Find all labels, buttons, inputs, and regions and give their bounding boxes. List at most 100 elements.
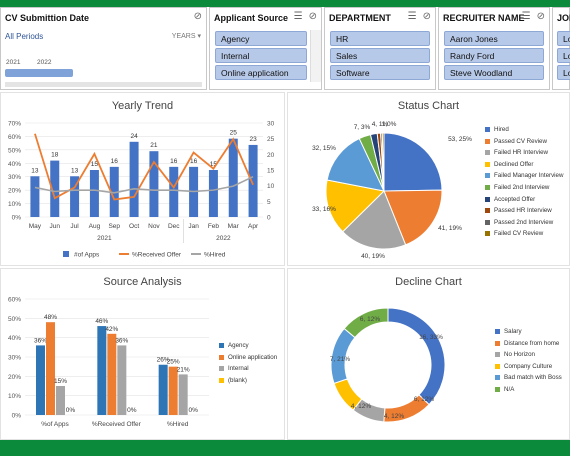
- legend-item: Failed 2nd Interview: [485, 184, 563, 191]
- offer-line: [34, 133, 254, 201]
- legend-item: Distance from home: [495, 340, 562, 347]
- slicer-item-steve[interactable]: Steve Woodland: [444, 65, 544, 80]
- legend-swatch: [495, 340, 500, 346]
- x-tick-label: %of Apps: [41, 421, 69, 428]
- source-bar: [97, 326, 107, 415]
- bar-data-label: 15%: [54, 378, 67, 385]
- source-bar: [46, 322, 55, 415]
- pie-slice: [381, 132, 385, 192]
- source-analysis-title: Source Analysis: [103, 276, 182, 288]
- source-bar: [158, 364, 168, 415]
- legend-item: Passed 2nd Interview: [485, 219, 563, 226]
- legend-label: Distance from home: [504, 339, 560, 347]
- timeline-range-bar[interactable]: [5, 69, 73, 77]
- y2-tick-label: 15: [267, 168, 275, 175]
- bar-data-label: 13: [71, 167, 79, 174]
- y-tick-label: 60%: [8, 297, 21, 304]
- year-label-2021: 2021: [6, 59, 21, 66]
- legend-swatch: [219, 366, 224, 372]
- y2-tick-label: 20: [267, 152, 275, 159]
- legend-item: Company Culture: [495, 363, 562, 370]
- source-analysis-panel: Source Analysis 60% 50% 40% 30% 20% 10% 0% 36% 4…: [0, 268, 285, 440]
- slicer-item-job-1[interactable]: Lo: [557, 31, 570, 46]
- pie-slice: [383, 132, 443, 192]
- yearly-trend-title: Yearly Trend: [111, 100, 174, 112]
- status-legend: Hired Passed CV Review Failed HR Interview…: [485, 126, 563, 242]
- timeline-scrollbar[interactable]: [5, 82, 202, 87]
- legend-swatch: [485, 173, 490, 179]
- legend-swatch: [495, 386, 500, 392]
- clear-filter-icon[interactable]: ⊘: [193, 11, 202, 22]
- pie-data-label: 53, 25%: [448, 136, 472, 143]
- legend-label: (blank): [228, 376, 247, 384]
- clear-filter-icon[interactable]: ⊘: [536, 11, 545, 22]
- slicer-item-internal[interactable]: Internal: [215, 48, 307, 63]
- source-bar: [107, 333, 117, 415]
- legend-item: Passed CV Review: [485, 138, 563, 145]
- bar-data-label: 0%: [66, 407, 76, 414]
- bar-data-label: 23: [249, 136, 257, 143]
- x-tick-label: Mar: [228, 223, 240, 230]
- yearly-trend-panel: Yearly Trend 70% 60% 50% 40% 30% 20% 10% 0% 30 25…: [0, 92, 285, 266]
- legend-swatch: [485, 127, 490, 132]
- apps-bar: [169, 166, 179, 217]
- legend-swatch: [219, 343, 224, 348]
- donut-slice: [343, 307, 389, 339]
- pie-data-label: 40, 19%: [361, 253, 385, 260]
- status-pie-chart: 53, 25% 41, 19% 40, 19% 33, 16% 32, 15% 7, 3%…: [312, 121, 472, 260]
- legend-swatch: [485, 150, 490, 156]
- source-bar: [56, 386, 65, 415]
- legend-swatch: [219, 377, 224, 383]
- slicer-item-randy[interactable]: Randy Ford: [444, 48, 544, 63]
- y2-tick-label: 25: [267, 136, 275, 143]
- slicer-item-online[interactable]: Online application: [215, 65, 307, 80]
- recruiter-slicer: RECRUITER NAME ☰ ⊘ Aaron Jones Randy Ford…: [438, 7, 550, 90]
- y-tick-label: 40%: [8, 335, 21, 342]
- apps-bar: [50, 160, 60, 217]
- slicer-item-agency[interactable]: Agency: [215, 31, 307, 46]
- slicer-item-aaron[interactable]: Aaron Jones: [444, 31, 544, 46]
- slicer-item-sales[interactable]: Sales: [330, 48, 430, 63]
- clear-filter-icon[interactable]: ⊘: [422, 11, 431, 22]
- top-accent-bar: [0, 0, 570, 7]
- y-tick-label: 0%: [12, 413, 22, 420]
- pie-slice: [341, 190, 407, 250]
- status-chart-panel: Status Chart 53, 25% 41, 19% 40, 19% 33, 16…: [287, 92, 570, 266]
- donut-data-label: 6, 12%: [360, 316, 380, 323]
- bar-data-label: 46%: [95, 318, 108, 325]
- legend-label: Failed 2nd Interview: [494, 183, 550, 191]
- legend-label: Online application: [228, 353, 278, 361]
- slicer-item-job-3[interactable]: Lo: [557, 65, 570, 80]
- slicer-item-job-2[interactable]: Lo: [557, 48, 570, 63]
- source-bar: [117, 345, 127, 415]
- multi-select-icon[interactable]: ☰: [521, 11, 531, 22]
- pie-data-label: 41, 19%: [438, 225, 462, 232]
- legend-label: Declined Offer: [494, 160, 534, 168]
- donut-data-label: 6, 12%: [414, 396, 434, 403]
- bar-data-label: 36%: [34, 337, 47, 344]
- multi-select-icon[interactable]: ☰: [407, 11, 417, 22]
- legend-item: No Horizon: [495, 351, 562, 358]
- y-tick-label: 10%: [8, 393, 21, 400]
- legend-swatch: [485, 208, 490, 214]
- slicer-item-software[interactable]: Software: [330, 65, 430, 80]
- clear-filter-icon[interactable]: ⊘: [308, 11, 317, 22]
- slicer-item-hr[interactable]: HR: [330, 31, 430, 46]
- legend-swatch: [495, 375, 500, 381]
- legend-item: Internal: [219, 365, 277, 372]
- legend-swatch: [485, 138, 490, 144]
- legend-item: Agency: [219, 342, 277, 349]
- slicer-scrollbar[interactable]: [310, 30, 321, 82]
- legend-item: Bad match with Boss: [495, 374, 562, 381]
- y-tick-label: 50%: [8, 316, 21, 323]
- multi-select-icon[interactable]: ☰: [293, 11, 303, 22]
- time-unit-select[interactable]: YEARS ▾: [172, 32, 201, 40]
- y-tick-label: 20%: [8, 188, 21, 195]
- legend-swatch: [485, 161, 490, 167]
- legend-item: Hired: [485, 126, 563, 133]
- pie-slice: [383, 189, 443, 246]
- x-tick-label: Jun: [50, 223, 61, 230]
- bottom-accent-bar: [0, 440, 570, 456]
- legend-item: Failed CV Review: [485, 230, 563, 237]
- donut-data-label: 7, 21%: [330, 356, 350, 363]
